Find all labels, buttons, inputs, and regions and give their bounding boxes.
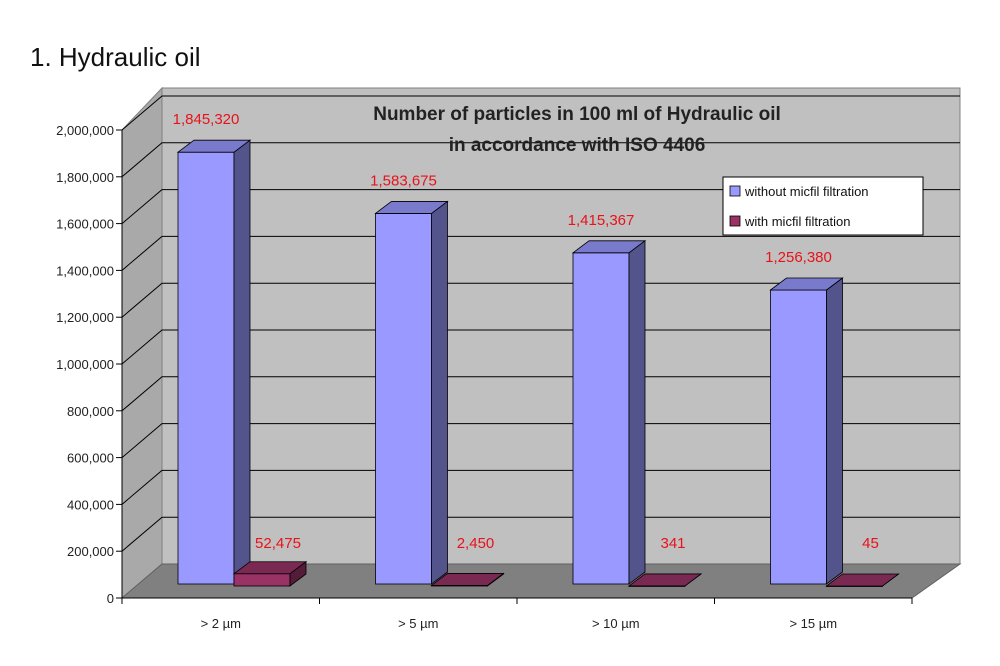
gridline xyxy=(121,142,960,178)
y-tick-label: 1,600,000 xyxy=(56,217,114,232)
bar-front xyxy=(572,252,630,585)
y-tick-label: 2,000,000 xyxy=(56,123,114,138)
x-tick-label: > 15 µm xyxy=(789,616,837,631)
bar-side xyxy=(826,277,843,585)
side-wall xyxy=(121,86,163,600)
y-tick-label: 200,000 xyxy=(67,544,114,559)
x-tick-label: > 10 µm xyxy=(592,616,640,631)
y-tick-label: 0 xyxy=(107,591,114,606)
gridline xyxy=(121,423,960,458)
data-label: 341 xyxy=(660,535,685,552)
chart-title-line-2: in accordance with ISO 4406 xyxy=(449,135,706,156)
gridline xyxy=(121,516,960,552)
gridline xyxy=(121,329,960,365)
chart-labels: 1,845,320 1,583,675 1,415,367 1,256,380 52,4… xyxy=(173,111,879,552)
bar-top xyxy=(430,573,505,586)
data-label: 1,583,675 xyxy=(370,172,437,189)
gridline xyxy=(121,95,960,131)
y-tick-label: 1,000,000 xyxy=(56,357,114,372)
gridline xyxy=(121,469,960,505)
bar-front xyxy=(770,289,827,585)
x-tick-label: > 2 µm xyxy=(201,616,241,631)
gridline xyxy=(121,189,960,224)
data-label: 1,845,320 xyxy=(173,111,240,128)
y-tick-label: 600,000 xyxy=(67,451,114,466)
gridline xyxy=(121,282,960,318)
y-tick-label: 1,400,000 xyxy=(56,263,114,278)
chart-legend: without micfil filtration with micfil fi… xyxy=(722,176,924,236)
legend-label-with-filtration: with micfil filtration xyxy=(744,214,850,229)
legend-box xyxy=(722,176,924,236)
legend-swatch-with-filtration xyxy=(729,215,741,227)
gridline xyxy=(121,376,960,412)
bar-side xyxy=(628,240,646,585)
bar-top xyxy=(825,573,900,587)
x-tick-label: > 5 µm xyxy=(398,616,438,631)
bar-top xyxy=(769,277,844,291)
chart-gridlines xyxy=(121,95,960,552)
bar-side xyxy=(431,200,448,585)
data-label: 52,475 xyxy=(255,535,301,552)
gridline xyxy=(121,235,960,271)
bar-front xyxy=(375,213,432,585)
data-label: 1,256,380 xyxy=(765,249,832,266)
legend-label-without-filtration: without micfil filtration xyxy=(744,184,869,199)
chart-title-line-1: Number of particles in 100 ml of Hydraul… xyxy=(373,104,781,125)
bar-top xyxy=(232,561,308,575)
data-label: 45 xyxy=(862,535,879,552)
bar-top xyxy=(571,240,647,254)
y-tick-label: 800,000 xyxy=(67,404,114,419)
y-tick-label: 1,200,000 xyxy=(56,310,114,325)
bar-side xyxy=(233,139,251,585)
data-label: 1,415,367 xyxy=(568,212,635,229)
y-tick-label: 400,000 xyxy=(67,497,114,512)
data-label: 2,450 xyxy=(457,535,495,552)
bar-top xyxy=(627,573,703,587)
page-heading: 1. Hydraulic oil xyxy=(30,42,201,72)
y-tick-label: 1,800,000 xyxy=(56,170,114,185)
bar-top xyxy=(374,201,449,214)
legend-swatch-without-filtration xyxy=(729,185,741,197)
bar-top xyxy=(176,139,252,153)
bar-front xyxy=(233,573,291,587)
bar-front xyxy=(177,151,235,585)
chart-bars xyxy=(176,139,900,587)
chart-axes: 0 200,000 400,000 600,000 800,000 1,000,000 1,… xyxy=(56,123,913,631)
